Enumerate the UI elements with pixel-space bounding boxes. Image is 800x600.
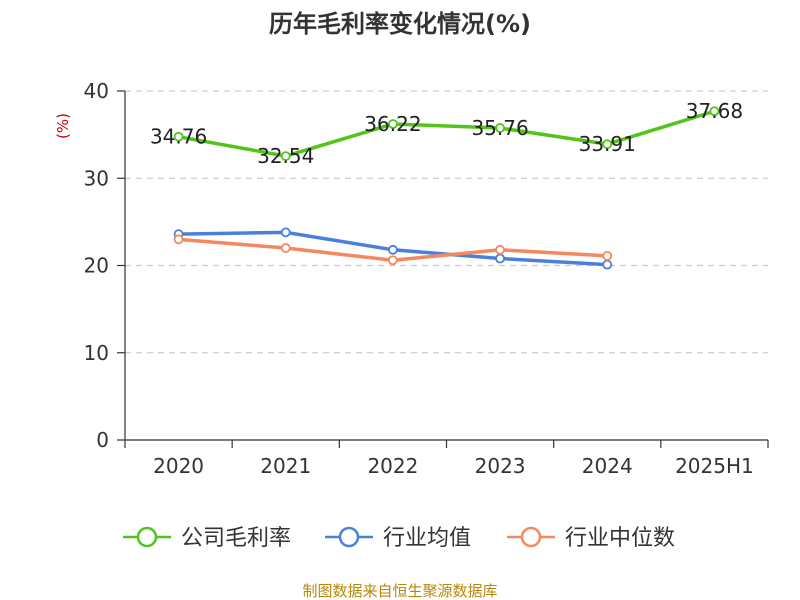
gridlines: [125, 90, 768, 354]
series-lines: [173, 106, 720, 270]
legend-label: 行业均值: [383, 526, 471, 551]
x-tick-label: 2023: [475, 454, 526, 478]
legend-label: 公司毛利率: [181, 526, 291, 551]
x-tick-label: 2021: [260, 454, 311, 478]
data-point: [602, 259, 613, 270]
x-tick-label: 2020: [153, 454, 204, 478]
data-label: 34.76: [150, 125, 207, 149]
data-point: [280, 243, 291, 253]
y-tick-label: 0: [96, 428, 109, 452]
data-point: [709, 106, 720, 117]
x-tick-label: 2024: [582, 454, 633, 478]
data-label: 37.68: [686, 99, 743, 123]
y-tick-label: 30: [84, 166, 109, 190]
data-point: [602, 139, 613, 150]
source-note: 制图数据来自恒生聚源数据库: [302, 582, 497, 600]
data-point: [280, 227, 291, 238]
data-label: 33.91: [579, 132, 636, 156]
y-tick-label: 10: [84, 341, 109, 365]
data-label: 35.76: [471, 116, 528, 140]
data-point: [495, 123, 505, 133]
data-label: 36.22: [364, 112, 421, 136]
chart-title: 历年毛利率变化情况(%): [269, 10, 531, 38]
data-point: [495, 253, 505, 264]
data-point: [280, 151, 291, 161]
data-labels: 34.76 32.54 36.22 35.76 33.91 37.68: [150, 99, 743, 168]
data-point: [388, 244, 398, 255]
legend-label: 行业中位数: [565, 526, 675, 551]
legend-marker: [136, 526, 158, 548]
legend: 公司毛利率 行业均值 行业中位数: [123, 526, 675, 551]
data-label: 32.54: [257, 144, 314, 168]
legend-marker: [520, 526, 542, 548]
y-tick-label: 20: [84, 254, 109, 278]
series-line-0: [178, 109, 715, 158]
x-tick-label: 2022: [367, 454, 418, 478]
legend-marker: [338, 526, 360, 548]
data-point: [495, 244, 505, 255]
data-point: [388, 255, 398, 266]
data-point: [602, 251, 613, 261]
data-point: [173, 234, 184, 245]
data-point: [388, 119, 398, 129]
y-axis-label: (%): [54, 113, 72, 139]
x-tick-label: 2025H1: [675, 454, 754, 478]
y-tick-label: 40: [84, 79, 109, 103]
data-point: [173, 131, 184, 142]
axes: 0 10 20 30 40 2020 2021 2022 2023 2024 2025H1: [84, 79, 769, 478]
